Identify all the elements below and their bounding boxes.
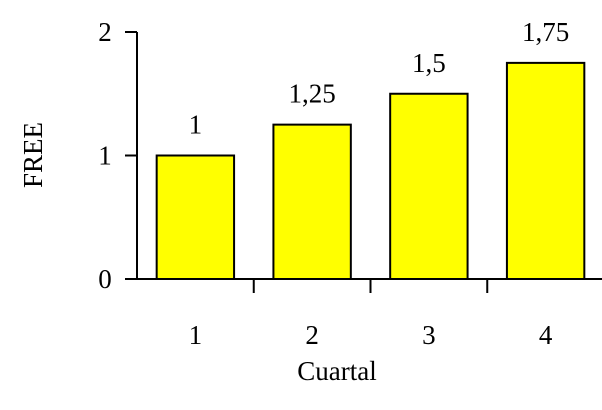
bars-layer	[155, 61, 586, 280]
labels-layer: 0 1 2 1 1 1,25 2 1,5 3 1,75 4	[98, 17, 569, 350]
y-tick-label: 2	[98, 17, 112, 47]
bar	[389, 92, 469, 280]
x-axis-title: Cuartal	[297, 356, 376, 386]
bar-data-label: 1,5	[412, 48, 446, 78]
bar	[272, 123, 352, 280]
ticks-layer	[125, 31, 489, 293]
x-tick-label: 4	[539, 320, 553, 350]
x-tick-label: 3	[422, 320, 436, 350]
x-tick-label: 1	[189, 320, 203, 350]
y-tick-label: 1	[98, 141, 112, 171]
bar-data-label: 1,75	[522, 17, 569, 47]
y-axis-title: FREE	[18, 122, 48, 188]
y-tick-label: 0	[98, 264, 112, 294]
bar-data-label: 1	[189, 110, 203, 140]
bar	[155, 154, 236, 280]
x-tick-label: 2	[305, 320, 319, 350]
bar	[505, 61, 586, 280]
bar-data-label: 1,25	[289, 79, 336, 109]
